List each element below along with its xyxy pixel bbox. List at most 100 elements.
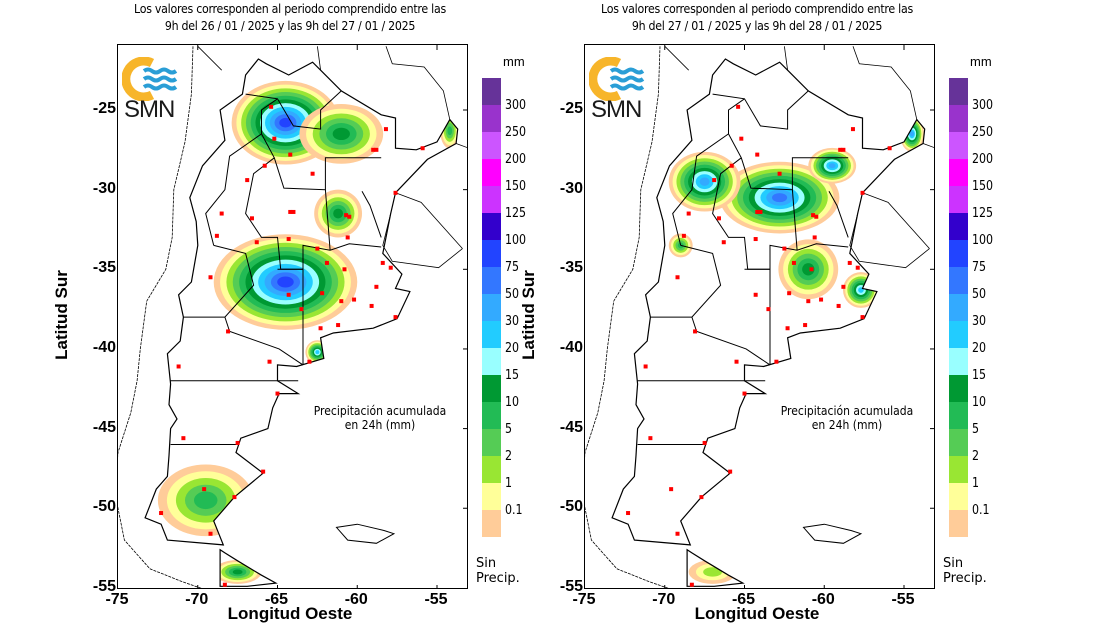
malvinas-islands <box>335 523 396 544</box>
station-marker <box>288 152 293 157</box>
y-tick-label: -25 <box>92 100 116 117</box>
legend-label: 10 <box>972 395 987 410</box>
station-marker <box>836 303 841 308</box>
province-border <box>828 190 849 238</box>
legend-swatch <box>482 132 501 159</box>
station-marker <box>782 246 787 251</box>
station-marker <box>712 178 717 183</box>
station-marker <box>699 495 704 500</box>
legend-label: 75 <box>972 260 987 275</box>
country-border <box>395 192 463 249</box>
station-marker <box>753 237 758 242</box>
country-border <box>385 46 451 120</box>
legend-swatch <box>482 78 501 105</box>
legend-label: 20 <box>972 341 987 356</box>
legend-swatch <box>949 510 968 537</box>
legend-swatch <box>949 456 968 483</box>
title-line-2: 9h del 27 / 01 / 2025 y las 9h del 28 / … <box>631 19 883 33</box>
legend-label: 15 <box>505 368 520 383</box>
argentina-border <box>611 58 926 546</box>
x-axis-label: Longitud Oeste <box>227 604 353 623</box>
station-marker <box>336 323 341 328</box>
precip-contour-10 <box>232 569 243 575</box>
station-marker <box>729 163 734 168</box>
legend-label: 200 <box>972 152 994 167</box>
map-title: Los valores corresponden al periodo comp… <box>115 1 465 35</box>
station-marker <box>202 487 207 492</box>
station-marker <box>291 209 296 214</box>
legend-label: 0.1 <box>972 503 990 518</box>
y-tick-label: -25 <box>559 100 583 117</box>
province-border <box>791 189 798 251</box>
station-marker <box>342 267 347 272</box>
station-marker <box>269 104 274 109</box>
country-border <box>862 192 930 249</box>
y-tick-label: -50 <box>92 498 116 516</box>
station-marker <box>226 329 231 334</box>
legend-label: 75 <box>505 260 520 275</box>
station-marker <box>675 275 680 280</box>
legend-swatch <box>482 240 501 267</box>
legend-swatch <box>482 213 501 240</box>
legend-label: 20 <box>505 341 520 356</box>
legend-label: 125 <box>972 206 994 221</box>
station-marker <box>249 216 254 221</box>
legend-label: 5 <box>505 422 513 437</box>
station-marker <box>753 292 758 297</box>
map-annotation: Precipitación acumulada en 24h (mm) <box>304 404 457 432</box>
province-border <box>650 244 722 318</box>
x-tick-label: -75 <box>105 591 129 608</box>
station-marker <box>339 299 344 304</box>
station-marker <box>254 240 259 245</box>
legend-swatch <box>949 213 968 240</box>
no-precip-line-1: Sin <box>476 556 497 571</box>
legend-swatch <box>482 375 501 402</box>
station-marker <box>347 214 352 219</box>
map-panel-1: Los valores corresponden al periodo comp… <box>52 1 527 623</box>
station-marker <box>777 171 782 176</box>
precip-contour-20 <box>315 350 320 355</box>
station-marker <box>286 237 291 242</box>
station-marker <box>860 190 865 195</box>
annotation-line-1: Precipitación acumulada <box>313 404 447 418</box>
legend-label: 100 <box>505 233 527 248</box>
precip-contour-75 <box>279 117 292 128</box>
annotation-line-1: Precipitación acumulada <box>780 404 914 418</box>
color-legend: 300 250 200 150 125 100 75 50 30 20 15 10 5 2 1 0.1 <box>949 78 993 537</box>
station-marker <box>159 511 164 516</box>
smn-logo-text: SMN <box>124 96 175 123</box>
x-axis-label: Longitud Oeste <box>694 604 820 623</box>
station-marker <box>310 171 315 176</box>
precip-contour-10 <box>333 208 344 219</box>
station-marker <box>785 326 790 331</box>
station-marker <box>847 260 852 265</box>
station-marker <box>219 211 224 216</box>
station-marker <box>288 209 293 214</box>
legend-label: 300 <box>972 98 994 113</box>
province-border <box>672 133 729 246</box>
country-border <box>317 46 321 71</box>
province-border <box>691 316 771 366</box>
station-marker <box>742 391 747 396</box>
y-tick-label: -55 <box>92 577 116 595</box>
station-marker <box>286 292 291 297</box>
title-line-2: 9h del 26 / 01 / 2025 y las 9h del 27 / … <box>164 19 416 33</box>
chile-coastline <box>585 46 669 588</box>
legend-swatch <box>949 132 968 159</box>
x-tick-label: -75 <box>572 591 596 608</box>
precip-contour-10 <box>802 263 815 276</box>
legend-swatch <box>949 186 968 213</box>
station-marker <box>675 531 680 536</box>
legend-swatch <box>482 159 501 186</box>
station-marker <box>758 209 763 214</box>
map-frame <box>117 44 468 589</box>
station-marker <box>352 297 357 302</box>
map-frame <box>584 44 935 589</box>
legend-label: 150 <box>972 179 994 194</box>
legend-no-precip: Sin Precip. <box>476 556 520 586</box>
station-marker <box>393 315 398 320</box>
x-tick-label: -65 <box>731 591 756 608</box>
station-marker <box>245 178 250 183</box>
legend-swatch <box>949 321 968 348</box>
country-border <box>197 46 222 71</box>
